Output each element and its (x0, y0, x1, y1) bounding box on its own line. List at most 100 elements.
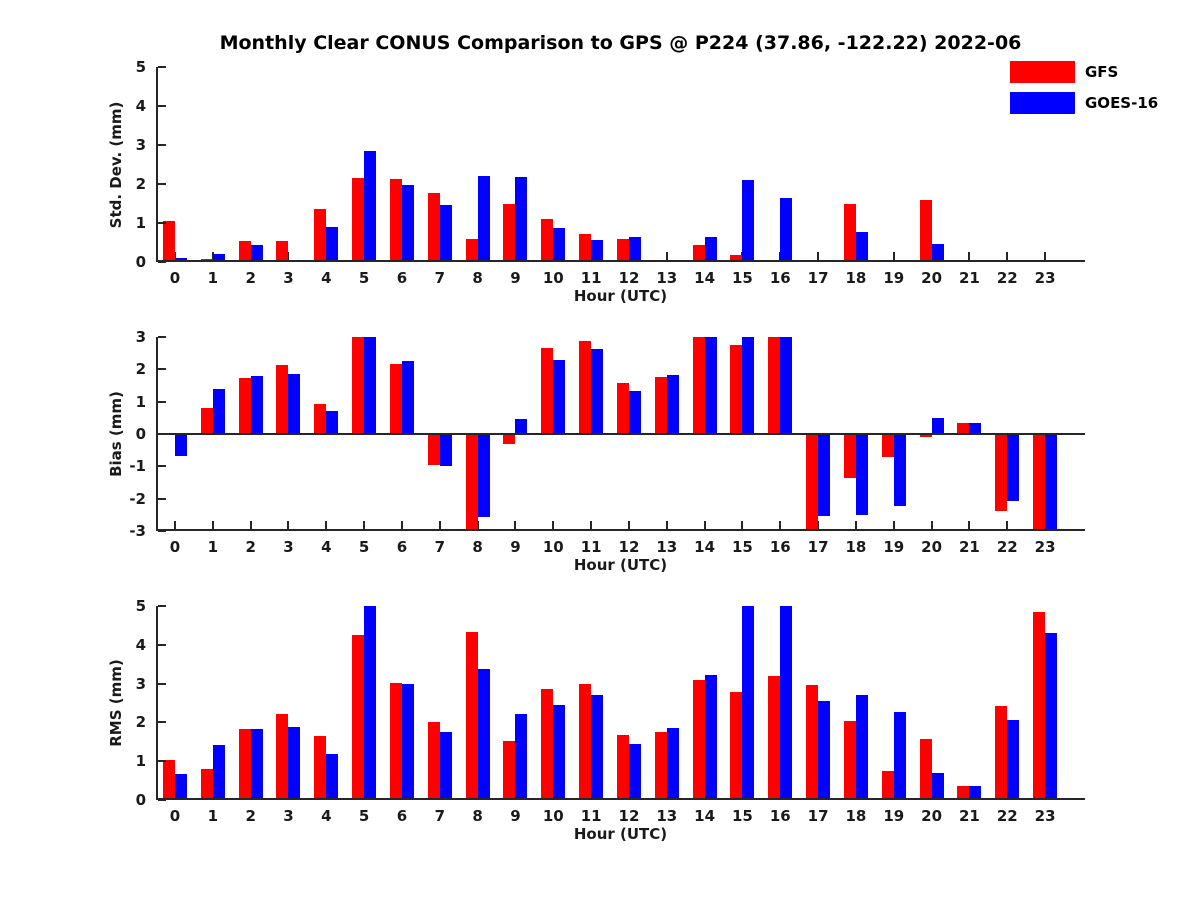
x-tick-label: 11 (580, 269, 602, 287)
bar-gfs-hour-23 (1033, 611, 1046, 800)
bar-gfs-hour-1 (200, 768, 213, 800)
x-tick-label: 17 (807, 538, 829, 556)
bar-goes-16-hour-10 (553, 228, 566, 262)
x-tick (325, 521, 328, 529)
x-tick (287, 521, 290, 529)
x-tick-label: 15 (732, 538, 753, 556)
x-tick (627, 521, 630, 529)
x-tick (552, 521, 555, 529)
x-tick-label: 12 (618, 807, 640, 825)
bar-goes-16-hour-5 (364, 150, 377, 262)
bar-gfs-hour-1 (200, 408, 213, 434)
x-axis-line (156, 260, 1085, 262)
bar-gfs-hour-17 (806, 685, 819, 800)
bar-gfs-hour-17 (806, 434, 819, 531)
x-tick (854, 521, 857, 529)
x-tick (665, 252, 668, 260)
y-tick (158, 643, 166, 646)
bar-goes-16-hour-13 (666, 375, 679, 434)
bar-gfs-hour-11 (579, 683, 592, 800)
y-tick (158, 721, 166, 724)
bar-gfs-hour-10 (541, 348, 554, 434)
bar-goes-16-hour-15 (742, 337, 755, 434)
y-tick-label: 1 (135, 214, 146, 232)
x-tick-label: 5 (358, 807, 370, 825)
x-tick-label: 23 (1034, 807, 1056, 825)
bar-gfs-hour-4 (314, 209, 327, 262)
bar-gfs-hour-11 (579, 340, 592, 434)
y-axis-line (156, 606, 158, 800)
bar-gfs-hour-11 (579, 233, 592, 262)
bar-goes-16-hour-12 (628, 744, 641, 800)
x-tick-label: 22 (996, 807, 1018, 825)
y-tick (158, 605, 166, 607)
x-tick-label: 0 (169, 538, 181, 556)
x-tick-label: 5 (358, 538, 370, 556)
chart-rms: RMS (mm) Hour (UTC) 0 1 2 3 4 5 0 1 2 3 4 5 6 7 8 9 10 11… (107, 597, 1085, 843)
legend-item-gfs: GFS (1010, 61, 1158, 83)
bar-gfs-hour-6 (389, 179, 402, 262)
bar-gfs-hour-8 (465, 239, 478, 262)
bar-goes-16-hour-1 (212, 744, 225, 800)
figure-title: Monthly Clear CONUS Comparison to GPS @ … (219, 32, 1022, 54)
bar-goes-16-hour-9 (515, 714, 528, 800)
bar-gfs-hour-22 (995, 706, 1008, 800)
x-tick-label: 23 (1034, 269, 1056, 287)
x-tick (211, 521, 214, 529)
x-tick-label: 19 (883, 807, 905, 825)
bar-goes-16-hour-4 (326, 226, 339, 262)
bar-goes-16-hour-0 (175, 434, 187, 456)
x-axis-label-rms: Hour (UTC) (573, 825, 668, 843)
y-axis-label-stddev: Std. Dev. (mm) (107, 101, 125, 228)
y-tick-label: -2 (129, 489, 146, 508)
y-tick-label: 3 (135, 674, 146, 693)
bar-goes-16-hour-18 (855, 694, 868, 800)
bar-gfs-hour-5 (352, 178, 365, 262)
x-tick-label: 3 (283, 807, 294, 825)
bar-goes-16-hour-7 (439, 205, 452, 262)
x-tick (514, 521, 517, 529)
x-tick-label: 18 (845, 269, 867, 287)
bar-gfs-hour-18 (843, 434, 856, 478)
bar-gfs-hour-20 (919, 200, 932, 262)
x-tick (438, 521, 441, 529)
x-tick-label: 11 (580, 538, 602, 556)
y-tick-label: 3 (135, 136, 146, 154)
bar-goes-16-hour-19 (893, 711, 906, 800)
bar-goes-16-hour-1 (212, 254, 225, 262)
y-tick-label: 2 (135, 175, 146, 193)
y-tick (158, 368, 166, 371)
bar-goes-16-hour-13 (666, 728, 679, 800)
bar-gfs-hour-20 (919, 739, 932, 800)
x-tick-label: 11 (580, 807, 602, 825)
bar-goes-16-hour-14 (704, 337, 717, 434)
y-tick (158, 336, 166, 338)
bar-gfs-hour-23 (1033, 434, 1046, 531)
legend-swatch-goes16 (1010, 92, 1075, 114)
bar-goes-16-hour-2 (250, 244, 263, 262)
bar-gfs-hour-12 (616, 239, 629, 262)
x-tick-label: 6 (396, 807, 408, 825)
x-tick (892, 521, 895, 529)
x-tick-label: 21 (958, 538, 980, 556)
x-tick-label: 20 (921, 807, 943, 825)
x-tick (892, 252, 895, 260)
bar-goes-16-hour-1 (212, 389, 225, 434)
bar-goes-16-hour-6 (401, 184, 414, 262)
x-tick-label: 4 (321, 807, 332, 825)
y-axis-label-rms: RMS (mm) (107, 659, 125, 747)
bar-gfs-hour-16 (768, 337, 781, 434)
x-tick-label: 20 (921, 269, 943, 287)
x-tick-label: 2 (245, 807, 256, 825)
legend: GFS GOES-16 (1010, 61, 1158, 123)
bar-gfs-hour-13 (654, 731, 667, 800)
bar-goes-16-hour-20 (931, 772, 944, 800)
zero-baseline (156, 433, 1085, 435)
bar-goes-16-hour-15 (742, 180, 755, 262)
x-tick-label: 9 (510, 538, 521, 556)
x-tick-label: 10 (542, 538, 564, 556)
bar-gfs-hour-18 (843, 204, 856, 262)
x-tick (249, 521, 252, 529)
bar-goes-16-hour-14 (704, 675, 717, 800)
x-tick-label: 1 (207, 538, 219, 556)
